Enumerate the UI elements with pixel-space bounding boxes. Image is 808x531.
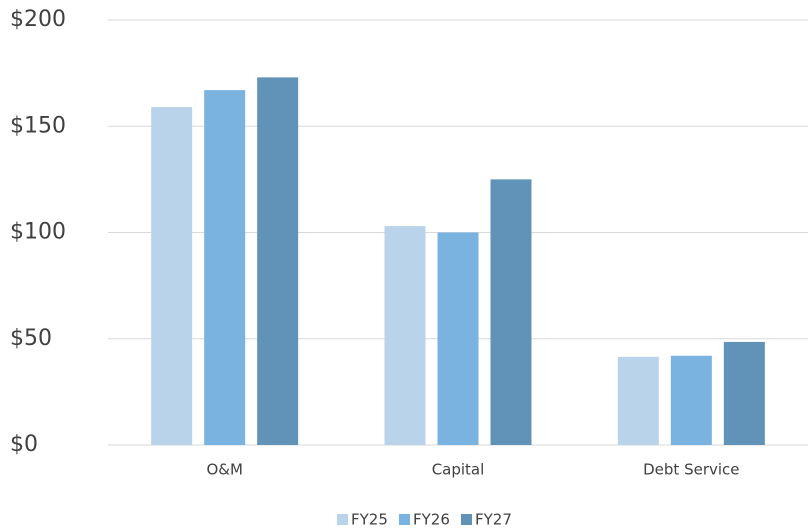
bar (204, 90, 246, 445)
x-tick-label: O&M (206, 461, 242, 479)
bar (437, 232, 479, 445)
legend-swatch (337, 514, 348, 525)
legend-swatch (399, 514, 410, 525)
bar (151, 107, 193, 445)
x-tick-label: Debt Service (643, 461, 739, 479)
bar (617, 356, 659, 445)
bar (490, 179, 532, 445)
bar (384, 226, 426, 445)
bar (257, 77, 299, 445)
bar (723, 341, 765, 445)
y-tick-label: $200 (10, 7, 66, 32)
legend-label: FY27 (475, 511, 512, 529)
legend-label: FY25 (351, 511, 388, 529)
legend-swatch (461, 514, 472, 525)
bar (670, 355, 712, 445)
y-tick-label: $100 (10, 220, 66, 245)
y-tick-label: $50 (10, 326, 52, 351)
x-tick-label: Capital (432, 461, 485, 479)
legend-label: FY26 (413, 511, 450, 529)
y-tick-label: $150 (10, 113, 66, 138)
y-tick-label: $0 (10, 432, 38, 457)
